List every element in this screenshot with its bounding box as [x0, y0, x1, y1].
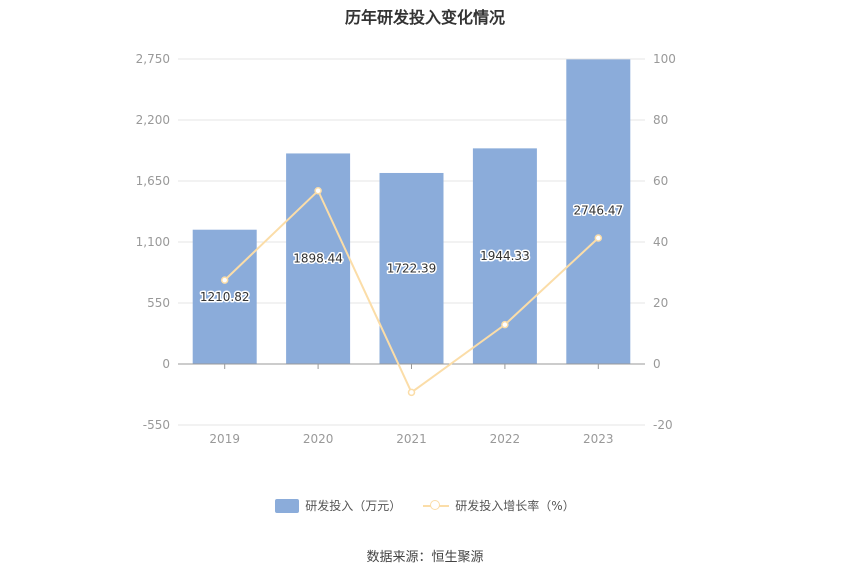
- bar: [566, 59, 631, 364]
- line-point: [314, 187, 322, 195]
- bar-series: [192, 59, 631, 364]
- data-labels: 1210.82 1898.44 1722.39 1944.33 2746.47: [198, 202, 624, 305]
- bar-value-label: 1722.39: [387, 261, 437, 275]
- bar-value-label: 1210.82: [200, 290, 250, 304]
- line-series: [220, 187, 603, 397]
- bar-value-label: 1944.33: [480, 249, 530, 263]
- legend-item-line[interactable]: 研发投入增长率（%）: [423, 497, 575, 514]
- line-point: [220, 276, 229, 284]
- right-tick-label: 100: [653, 52, 676, 66]
- chart-title: 历年研发投入变化情况: [344, 8, 505, 27]
- legend-bar-label: 研发投入（万元）: [305, 499, 402, 513]
- left-axis-ticks: 2,750 2,200 1,650 1,100 550 0 -550: [136, 52, 170, 432]
- right-tick-label: -20: [653, 418, 673, 432]
- right-tick-label: 40: [653, 235, 668, 249]
- right-tick-label: 20: [653, 296, 668, 310]
- left-tick-label: -550: [143, 418, 170, 432]
- right-axis-ticks: 100 80 60 40 20 0 -20: [653, 52, 676, 432]
- left-tick-label: 2,750: [136, 52, 170, 66]
- bar: [379, 172, 444, 364]
- legend-bar-swatch: [275, 498, 300, 513]
- line-point: [407, 388, 416, 397]
- right-tick-label: 60: [653, 174, 668, 188]
- left-tick-label: 550: [147, 296, 170, 310]
- x-tick-label: 2021: [396, 432, 427, 446]
- left-tick-label: 1,650: [136, 174, 170, 188]
- right-tick-label: 80: [653, 113, 668, 127]
- bar-value-label: 1898.44: [293, 252, 343, 266]
- line-point: [501, 320, 509, 329]
- right-tick-label: 0: [653, 357, 661, 371]
- x-tick-label: 2019: [209, 432, 240, 446]
- legend-line-swatch: [423, 499, 450, 513]
- x-tick-label: 2023: [583, 432, 614, 446]
- left-tick-label: 1,100: [136, 235, 170, 249]
- bar-value-label: 2746.47: [573, 203, 623, 217]
- x-tick-label: 2020: [303, 432, 334, 446]
- source-note: 数据来源：恒生聚源: [366, 550, 484, 565]
- legend-line-label: 研发投入增长率（%）: [455, 499, 575, 513]
- legend: 研发投入（万元） 研发投入增长率（%）: [0, 497, 850, 514]
- legend-item-bar[interactable]: 研发投入（万元）: [275, 497, 401, 514]
- bar: [192, 229, 257, 364]
- left-tick-label: 2,200: [136, 113, 170, 127]
- x-axis: 2019 2020 2021 2022 2023: [178, 363, 645, 446]
- x-tick-label: 2022: [490, 432, 521, 446]
- line-point: [594, 234, 603, 242]
- left-tick-label: 0: [162, 357, 170, 371]
